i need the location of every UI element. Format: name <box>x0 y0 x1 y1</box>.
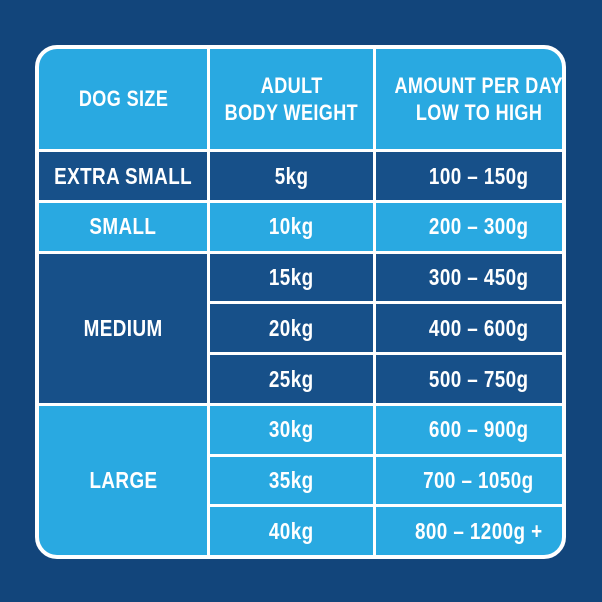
cell-medium-25kg-amount: 500 – 750g <box>375 355 562 403</box>
cell-medium-25kg-weight: 25kg <box>210 355 373 403</box>
cell-extra-small-amount: 100 – 150g <box>375 152 562 200</box>
header-adult-body-weight: ADULT BODY WEIGHT <box>210 49 373 149</box>
cell-small-amount: 200 – 300g <box>375 202 562 251</box>
header-adult-body-weight-line1: ADULT <box>260 72 323 98</box>
cell-large-35kg-amount: 700 – 1050g <box>375 456 562 505</box>
cell-medium-15kg-amount: 300 – 450g <box>375 253 562 302</box>
header-amount-per-day-line2: LOW TO HIGH <box>415 100 542 125</box>
header-dog-size: DOG SIZE <box>39 49 208 149</box>
group-label-extra-small: EXTRA SMALL <box>39 152 208 200</box>
header-dog-size-label: DOG SIZE <box>78 86 168 112</box>
header-adult-body-weight-line2: BODY WEIGHT <box>224 100 359 125</box>
cell-large-40kg-amount: 800 – 1200g + <box>375 507 562 555</box>
cell-extra-small-weight: 5kg <box>210 152 373 200</box>
cell-large-35kg-weight: 35kg <box>210 456 373 505</box>
cell-large-30kg-weight: 30kg <box>210 405 373 454</box>
header-amount-per-day-line1: AMOUNT PER DAY <box>394 72 563 98</box>
feeding-guide-table: DOG SIZE ADULT BODY WEIGHT AMOUNT PER DA… <box>35 45 566 559</box>
group-label-medium: MEDIUM <box>39 253 208 403</box>
cell-medium-20kg-amount: 400 – 600g <box>375 304 562 352</box>
group-label-small: SMALL <box>39 202 208 251</box>
header-amount-per-day: AMOUNT PER DAY LOW TO HIGH <box>375 49 563 149</box>
cell-medium-15kg-weight: 15kg <box>210 253 373 302</box>
group-label-large: LARGE <box>39 405 208 555</box>
cell-large-40kg-weight: 40kg <box>210 507 373 555</box>
cell-large-30kg-amount: 600 – 900g <box>375 405 562 454</box>
cell-medium-20kg-weight: 20kg <box>210 304 373 352</box>
cell-small-weight: 10kg <box>210 202 373 251</box>
